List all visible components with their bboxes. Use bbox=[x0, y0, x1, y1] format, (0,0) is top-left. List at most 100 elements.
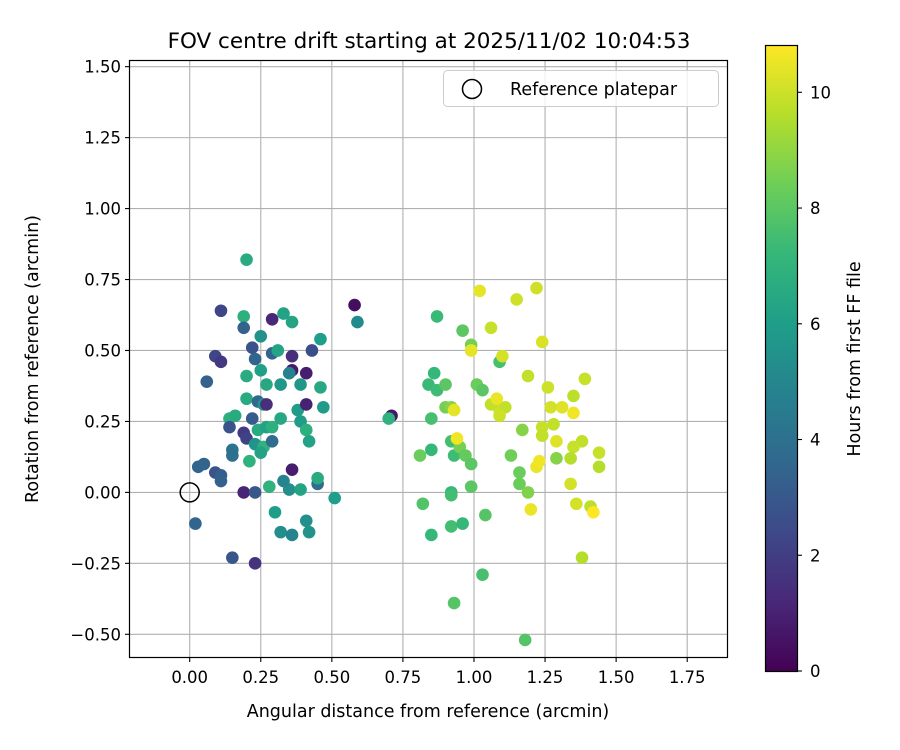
data-point bbox=[547, 417, 560, 431]
data-point bbox=[282, 366, 296, 380]
data-point bbox=[302, 525, 316, 539]
data-point bbox=[567, 440, 580, 454]
data-point bbox=[248, 557, 262, 570]
y-tick-label: 1.25 bbox=[84, 129, 121, 148]
data-point bbox=[302, 435, 316, 448]
x-tick-label: 0.25 bbox=[242, 668, 279, 687]
data-point bbox=[456, 517, 469, 530]
x-tick-label: 1.00 bbox=[456, 668, 493, 687]
data-point bbox=[464, 457, 478, 471]
data-point bbox=[521, 486, 535, 499]
data-point bbox=[567, 406, 580, 420]
data-point bbox=[578, 372, 592, 386]
data-point bbox=[245, 341, 259, 354]
data-point bbox=[476, 383, 489, 397]
data-point bbox=[516, 423, 529, 437]
colorbar-tick-label: 8 bbox=[810, 199, 821, 218]
data-point bbox=[447, 596, 461, 610]
data-point bbox=[299, 398, 313, 411]
data-point bbox=[305, 344, 319, 357]
data-point bbox=[294, 378, 307, 391]
data-point bbox=[214, 474, 228, 488]
data-point bbox=[245, 412, 259, 425]
data-point bbox=[254, 364, 268, 377]
y-axis-label: Rotation from reference (arcmin) bbox=[23, 215, 43, 503]
data-point bbox=[544, 400, 558, 414]
data-point bbox=[285, 528, 299, 542]
data-point bbox=[294, 483, 307, 496]
data-point bbox=[314, 332, 327, 346]
x-tick-label: 0.00 bbox=[171, 668, 208, 687]
data-point bbox=[237, 321, 251, 335]
plot-frame bbox=[128, 59, 729, 659]
data-point bbox=[228, 409, 242, 423]
data-point bbox=[496, 349, 509, 363]
reference-marker-layer bbox=[179, 482, 200, 503]
colorbar-tick-label: 4 bbox=[810, 431, 821, 450]
data-point bbox=[416, 497, 430, 511]
data-point bbox=[274, 412, 287, 425]
data-point bbox=[535, 335, 549, 349]
data-point bbox=[447, 403, 461, 417]
data-point bbox=[567, 389, 580, 403]
data-point bbox=[464, 480, 478, 494]
data-point bbox=[240, 392, 253, 406]
colorbar-tick-label: 0 bbox=[810, 662, 821, 681]
data-point bbox=[473, 284, 486, 298]
data-point bbox=[265, 435, 279, 448]
data-point bbox=[328, 491, 341, 505]
data-point bbox=[479, 508, 492, 522]
data-point bbox=[541, 381, 555, 394]
data-point bbox=[299, 514, 313, 528]
data-point bbox=[425, 412, 438, 425]
data-point bbox=[214, 355, 228, 369]
data-point bbox=[444, 520, 458, 533]
y-tick-label: 0.75 bbox=[84, 271, 121, 290]
data-point bbox=[240, 369, 253, 383]
data-point bbox=[285, 315, 299, 329]
y-tick-label: 0.00 bbox=[84, 483, 121, 502]
x-tick-label: 1.50 bbox=[598, 668, 635, 687]
data-point bbox=[237, 486, 251, 499]
y-tick-label: −0.50 bbox=[70, 625, 121, 644]
data-point bbox=[314, 381, 327, 394]
data-point bbox=[535, 429, 549, 442]
data-point bbox=[268, 505, 282, 519]
y-tick-label: 1.50 bbox=[84, 58, 121, 77]
data-point bbox=[382, 412, 396, 425]
data-point bbox=[263, 480, 276, 494]
legend-box bbox=[443, 70, 719, 107]
data-point bbox=[464, 344, 478, 357]
data-point bbox=[564, 477, 577, 491]
data-point bbox=[427, 366, 441, 380]
data-point bbox=[265, 420, 279, 434]
data-point bbox=[226, 551, 239, 564]
colorbar-tick-label: 6 bbox=[810, 315, 821, 334]
data-point bbox=[444, 488, 458, 502]
data-point bbox=[348, 298, 361, 312]
data-point bbox=[254, 446, 268, 459]
data-point bbox=[564, 452, 577, 465]
colorbar-tick-label: 2 bbox=[810, 546, 821, 565]
x-axis-ticks: 0.00 0.25 0.50 0.75 1.00 1.25 1.50 1.75 bbox=[171, 657, 706, 687]
data-point bbox=[248, 486, 262, 499]
data-point bbox=[271, 344, 285, 357]
data-point bbox=[533, 454, 546, 468]
data-point bbox=[456, 324, 469, 337]
data-point bbox=[299, 423, 313, 437]
data-point bbox=[223, 420, 236, 434]
colorbar-ticks: 0 2 4 6 8 10 bbox=[797, 83, 831, 681]
data-point bbox=[274, 378, 287, 391]
data-point bbox=[240, 253, 253, 266]
x-tick-label: 1.25 bbox=[527, 668, 564, 687]
data-point bbox=[226, 449, 239, 462]
data-point bbox=[274, 525, 287, 539]
x-tick-label: 0.75 bbox=[385, 668, 422, 687]
data-point bbox=[425, 443, 438, 457]
x-tick-label: 0.50 bbox=[313, 668, 350, 687]
data-point bbox=[260, 378, 273, 391]
data-point bbox=[260, 398, 273, 411]
data-point bbox=[237, 310, 251, 323]
grid-lines bbox=[130, 61, 727, 657]
